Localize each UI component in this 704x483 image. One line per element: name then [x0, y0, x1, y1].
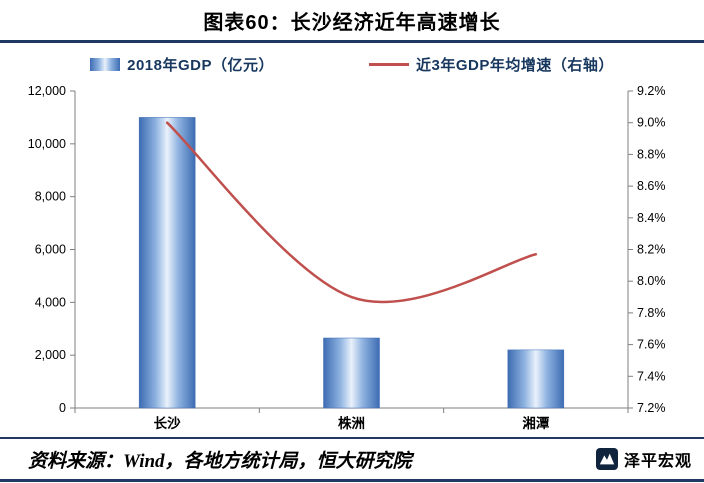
svg-text:7.6%: 7.6% — [637, 338, 666, 352]
chart-title: 图表60：长沙经济近年高速增长 — [203, 12, 501, 34]
bar-swatch-icon — [90, 57, 121, 71]
svg-text:8,000: 8,000 — [35, 190, 66, 204]
svg-text:10,000: 10,000 — [28, 137, 66, 151]
svg-text:6,000: 6,000 — [35, 243, 66, 257]
bottom-divider — [0, 479, 704, 482]
brand-name: 泽平宏观 — [623, 453, 692, 470]
svg-text:0: 0 — [59, 401, 66, 415]
svg-text:8.6%: 8.6% — [637, 179, 666, 193]
svg-text:8.0%: 8.0% — [637, 274, 666, 288]
footer: 资料来源：Wind，各地方统计局，恒大研究院 泽平宏观 — [0, 439, 704, 479]
legend-label-growth: 近3年GDP年均增速（右轴） — [416, 56, 614, 74]
svg-text:湘潭: 湘潭 — [522, 415, 549, 431]
svg-text:12,000: 12,000 — [28, 84, 66, 98]
svg-text:7.4%: 7.4% — [637, 369, 666, 383]
source-text: 资料来源：Wind，各地方统计局，恒大研究院 — [28, 450, 412, 472]
svg-text:8.4%: 8.4% — [637, 211, 666, 225]
top-divider — [0, 40, 704, 43]
line-swatch-icon — [369, 62, 409, 66]
svg-text:4,000: 4,000 — [35, 295, 66, 309]
svg-text:7.8%: 7.8% — [637, 306, 666, 320]
svg-text:2,000: 2,000 — [35, 348, 66, 362]
svg-text:7.2%: 7.2% — [637, 401, 666, 415]
footer-divider — [0, 437, 704, 439]
legend-label-gdp: 2018年GDP（亿元） — [127, 56, 274, 74]
svg-text:8.2%: 8.2% — [637, 243, 666, 257]
brand: 泽平宏观 — [595, 447, 696, 471]
svg-text:长沙: 长沙 — [154, 415, 181, 431]
svg-text:9.0%: 9.0% — [637, 116, 666, 130]
svg-text:株洲: 株洲 — [338, 415, 365, 431]
svg-text:9.2%: 9.2% — [637, 84, 666, 98]
svg-text:8.8%: 8.8% — [637, 147, 666, 161]
legend-item-gdp-bar: 2018年GDP（亿元） — [90, 54, 274, 75]
chart-legend: 2018年GDP（亿元） 近3年GDP年均增速（右轴） — [0, 47, 704, 81]
legend-item-growth-line: 近3年GDP年均增速（右轴） — [369, 54, 614, 75]
chart-plot-area: 0 2,000 4,000 6,000 8,000 10,000 12,000 7.2% 7.4… — [0, 81, 704, 437]
combo-chart-svg: 0 2,000 4,000 6,000 8,000 10,000 12,000 7.2% 7.4… — [28, 84, 666, 431]
zeping-logo-icon — [595, 448, 618, 470]
